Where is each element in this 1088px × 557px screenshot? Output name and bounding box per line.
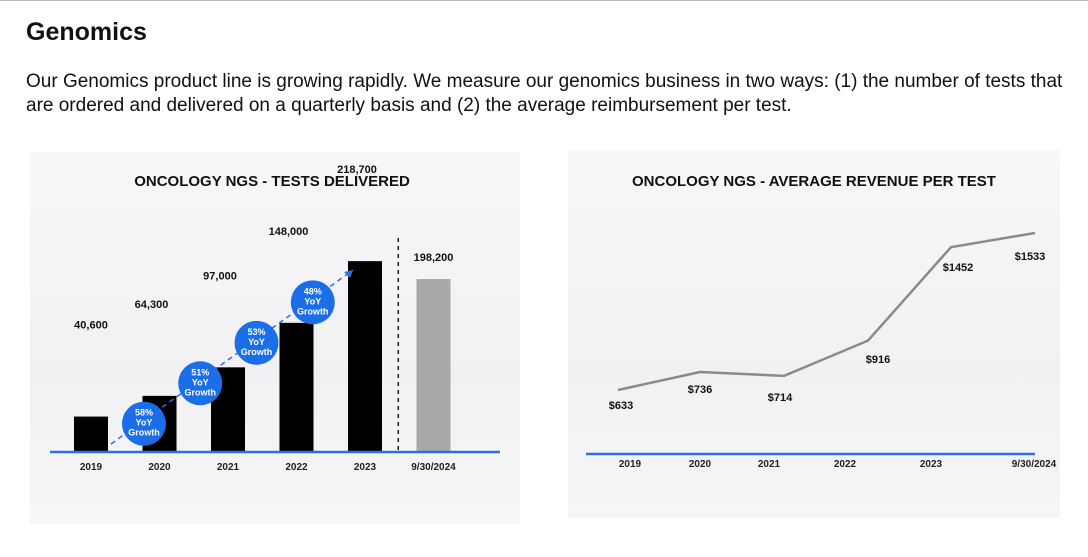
x-tick-label: 2023 [354, 462, 377, 473]
tests-delivered-chart-panel: ONCOLOGY NGS - TESTS DELIVERED 40,600 201… [30, 152, 520, 524]
growth-pct: 48% [304, 286, 322, 296]
x-tick-label: 2022 [285, 462, 308, 473]
data-label: 218,700 [337, 164, 377, 176]
growth-label: Growth [297, 306, 329, 316]
data-label: 148,000 [269, 226, 309, 238]
page-title: Genomics [26, 18, 147, 46]
data-label: $916 [866, 354, 890, 366]
growth-label: YoY [136, 418, 153, 428]
bar [348, 261, 382, 452]
growth-badge [121, 401, 166, 446]
x-tick-label: 2020 [148, 462, 171, 473]
bar [416, 279, 451, 452]
data-label: $1533 [1015, 251, 1046, 263]
chart-title: ONCOLOGY NGS - TESTS DELIVERED [134, 173, 410, 190]
growth-pct: 51% [191, 367, 209, 377]
x-tick-label: 2019 [619, 459, 642, 470]
data-label: 64,300 [135, 299, 169, 311]
x-tick-label: 9/30/2024 [1012, 459, 1057, 470]
intro-paragraph: Our Genomics product line is growing rap… [26, 71, 1063, 116]
x-tick-label: 2020 [689, 459, 712, 470]
growth-label: Growth [128, 428, 160, 438]
data-label: 198,200 [414, 252, 454, 264]
revenue-per-test-chart: ONCOLOGY NGS - AVERAGE REVENUE PER TEST … [586, 173, 1057, 470]
data-label: 40,600 [74, 320, 108, 332]
top-divider [0, 0, 1088, 1]
growth-label: Growth [184, 387, 216, 397]
data-label: $736 [688, 384, 712, 396]
x-tick-label: 9/30/2024 [411, 462, 456, 473]
growth-pct: 53% [248, 327, 266, 337]
tests-delivered-chart: ONCOLOGY NGS - TESTS DELIVERED 40,600 201… [50, 164, 500, 473]
growth-pct: 58% [135, 408, 153, 418]
growth-badge [178, 361, 223, 406]
growth-badge [234, 320, 279, 365]
growth-badge [290, 280, 335, 325]
chart-title: ONCOLOGY NGS - AVERAGE REVENUE PER TEST [632, 173, 996, 190]
x-tick-label: 2021 [217, 462, 240, 473]
arrow-head [344, 270, 353, 278]
x-tick-label: 2023 [920, 459, 943, 470]
series-line [617, 231, 1036, 392]
data-label: $633 [609, 400, 633, 412]
data-label: $714 [768, 392, 793, 404]
x-tick-label: 2022 [834, 459, 857, 470]
growth-label: YoY [248, 337, 265, 347]
revenue-per-test-chart-panel: ONCOLOGY NGS - AVERAGE REVENUE PER TEST … [568, 150, 1060, 518]
bar [279, 322, 314, 452]
growth-label: Growth [241, 347, 273, 357]
data-label: $1452 [943, 262, 974, 274]
data-label: 97,000 [203, 270, 237, 282]
growth-label: YoY [304, 296, 321, 306]
growth-label: YoY [192, 377, 209, 387]
x-tick-label: 2021 [758, 459, 781, 470]
x-tick-label: 2019 [80, 462, 103, 473]
bar [74, 416, 108, 452]
